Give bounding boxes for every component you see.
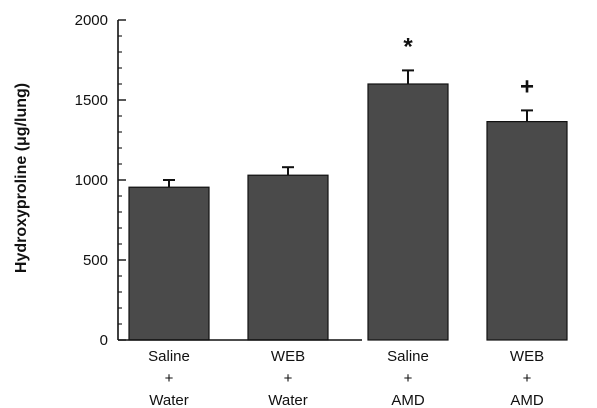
y-tick-label: 1000 [75, 172, 108, 189]
x-category-label: WEB [271, 348, 305, 365]
bar [367, 83, 449, 341]
bar [128, 186, 210, 341]
significance-markers: *+ [403, 33, 534, 100]
y-tick-label: 2000 [75, 12, 108, 29]
x-category-label: + [165, 370, 174, 387]
y-axis-label: Hydroxyproline (μg/lung) [13, 83, 30, 273]
bars [128, 83, 568, 341]
significance-marker: * [403, 33, 413, 60]
y-tick-label: 500 [83, 252, 108, 269]
x-category-label: Saline [387, 348, 429, 365]
x-category-label: + [523, 370, 532, 387]
x-category-label: + [404, 370, 413, 387]
error-bars [163, 69, 533, 188]
y-axis: 0 500 1000 1500 2000 [75, 12, 126, 349]
x-category-label: WEB [510, 348, 544, 365]
x-category-label: AMD [510, 392, 544, 408]
x-category-label: Water [149, 392, 188, 408]
x-category-label: AMD [391, 392, 425, 408]
x-category-label: Water [268, 392, 307, 408]
y-tick-label: 0 [100, 332, 108, 349]
y-tick-label: 1500 [75, 92, 108, 109]
x-category-label: Saline [148, 348, 190, 365]
significance-marker: + [520, 73, 534, 100]
x-axis-labels: Saline + Water WEB + Water Saline + AMD WEB + AMD [148, 348, 544, 408]
bar [247, 174, 329, 341]
bar [486, 120, 568, 341]
x-category-label: + [284, 370, 293, 387]
